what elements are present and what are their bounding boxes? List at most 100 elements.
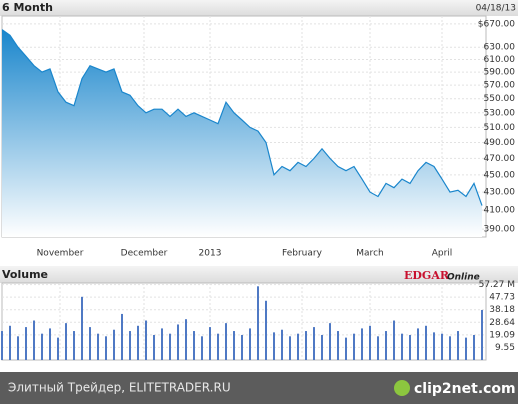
volume-bar [329,323,331,360]
y-tick-label: 610.00 [484,55,516,65]
volume-bar [337,331,339,360]
x-tick-label: March [356,249,383,259]
footer-bar [0,372,518,404]
volume-bar [25,327,27,360]
volume-bar [209,327,211,360]
volume-bar [65,323,67,360]
x-tick-label: February [282,249,323,259]
x-tick-label: 2013 [199,249,222,259]
volume-bar [321,334,323,360]
volume-bar [105,336,107,360]
clip2net-icon [394,380,410,396]
volume-bar [49,328,51,360]
volume-bar [345,337,347,360]
volume-bar [289,336,291,360]
y-tick-label: 530.00 [484,108,516,118]
edgar-logo-online: Online [447,273,480,283]
volume-bar [153,334,155,360]
price-header [0,0,518,16]
volume-bar [361,328,363,360]
volume-bar [257,286,259,360]
x-tick-label: December [121,249,168,259]
volume-bar [169,333,171,360]
volume-bar [409,334,411,360]
volume-bar [265,300,267,360]
volume-bar [225,323,227,360]
volume-bar [121,313,123,360]
y-tick-label: 510.00 [484,123,516,133]
volume-bar [57,337,59,360]
volume-bar [33,320,35,360]
y-tick-label: 630.00 [484,43,516,53]
volume-bar [217,333,219,360]
volume-bar [41,333,43,360]
volume-bar [17,336,19,360]
y-tick-label: 390.00 [484,225,516,235]
volume-bar [89,327,91,360]
chart-title: 6 Month [2,1,53,14]
volume-bar [1,331,3,360]
edgar-logo: EDGAR [404,269,450,282]
price-area [2,29,482,237]
volume-bar [353,333,355,360]
volume-bar [481,309,483,360]
x-tick-label: April [432,249,453,259]
volume-bar [393,320,395,360]
volume-bar [137,325,139,360]
volume-title: Volume [2,268,48,281]
y-tick-label: 9.55 [495,343,515,353]
y-tick-label: 57.27 M [479,280,515,290]
y-tick-label: 38.18 [489,305,515,315]
volume-bar [305,331,307,360]
volume-bar [233,331,235,360]
volume-bar [161,328,163,360]
volume-bar [73,331,75,360]
volume-header [0,266,518,283]
volume-bar [377,336,379,360]
volume-bar [473,334,475,360]
y-tick-label: 410.00 [484,206,516,216]
y-tick-label: 570.00 [484,81,516,91]
y-tick-label: 430.00 [484,188,516,198]
volume-bar [185,319,187,360]
volume-bar [425,325,427,360]
y-tick-label: 550.00 [484,94,516,104]
y-tick-label: 47.73 [489,293,515,303]
volume-bar [145,320,147,360]
volume-bar [297,333,299,360]
price-line [1,29,483,206]
y-tick-label: $670.00 [478,19,515,29]
y-tick-label: 450.00 [484,170,516,180]
volume-bar [457,331,459,360]
volume-bar [201,336,203,360]
volume-bar [465,337,467,360]
volume-bar [441,333,443,360]
volume-bar [241,334,243,360]
volume-bar [417,328,419,360]
y-tick-label: 470.00 [484,154,516,164]
volume-bar [449,336,451,360]
volume-bar [433,332,435,360]
x-tick-label: November [37,249,84,259]
volume-bar [9,325,11,360]
volume-bar [97,333,99,360]
y-tick-label: 28.64 [489,318,515,328]
volume-bar [177,324,179,360]
volume-bar [193,331,195,360]
footer-text: Элитный Трейдер, ELITETRADER.RU [8,381,231,395]
volume-bar [81,296,83,360]
y-tick-label: 590.00 [484,68,516,78]
volume-bar [401,333,403,360]
volume-bar [249,328,251,360]
chart-date: 04/18/13 [476,4,516,14]
volume-bar [129,331,131,360]
volume-bar [313,327,315,360]
volume-bar [385,331,387,360]
volume-bar [113,329,115,360]
volume-bar [369,325,371,360]
y-tick-label: 19.09 [489,330,515,340]
y-tick-label: 490.00 [484,138,516,148]
clip2net-logo: clip2net.com [414,381,516,397]
